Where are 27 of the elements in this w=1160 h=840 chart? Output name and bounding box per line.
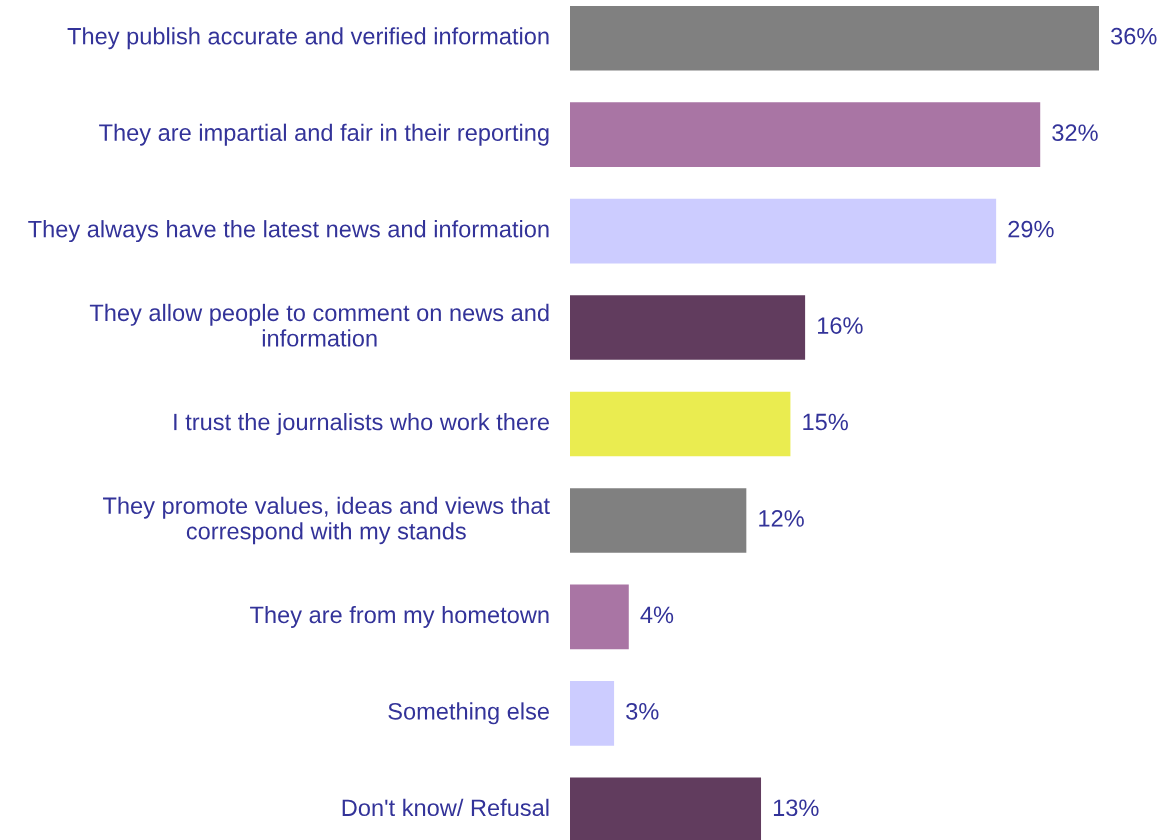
data-label: 36% [1111, 27, 1157, 45]
y-tick-label: Don't know/ Refusal [342, 798, 549, 817]
bar [570, 777, 762, 840]
y-tick-label: They always have the latest news and information [28, 220, 549, 243]
bar [570, 584, 629, 650]
bar [570, 295, 806, 360]
y-tick-label: They promote values, ideas and views that correspond with my stands [103, 496, 550, 545]
data-label: 16% [818, 317, 863, 334]
bar [570, 5, 1099, 71]
bar [570, 198, 997, 264]
y-tick-label: They publish accurate and verified information [67, 27, 549, 50]
bar [570, 391, 791, 457]
y-tick-label: They are from my hometown [250, 605, 549, 628]
data-label: 29% [1008, 220, 1054, 238]
data-label: 3% [626, 702, 659, 720]
bar [570, 102, 1041, 167]
data-label: 4% [640, 606, 674, 624]
y-tick-label: They allow people to comment on news and information [89, 303, 549, 347]
y-tick-label: Something else [388, 702, 549, 725]
data-label: 13% [773, 799, 819, 817]
bar [570, 488, 747, 553]
data-label: 15% [803, 413, 848, 431]
y-tick-label: I trust the journalists who work there [174, 412, 549, 435]
bar [570, 681, 615, 746]
y-tick-label: They are impartial and fair in their reporting [99, 123, 549, 146]
data-label: 32% [1052, 124, 1098, 141]
data-label: 12% [759, 510, 804, 527]
